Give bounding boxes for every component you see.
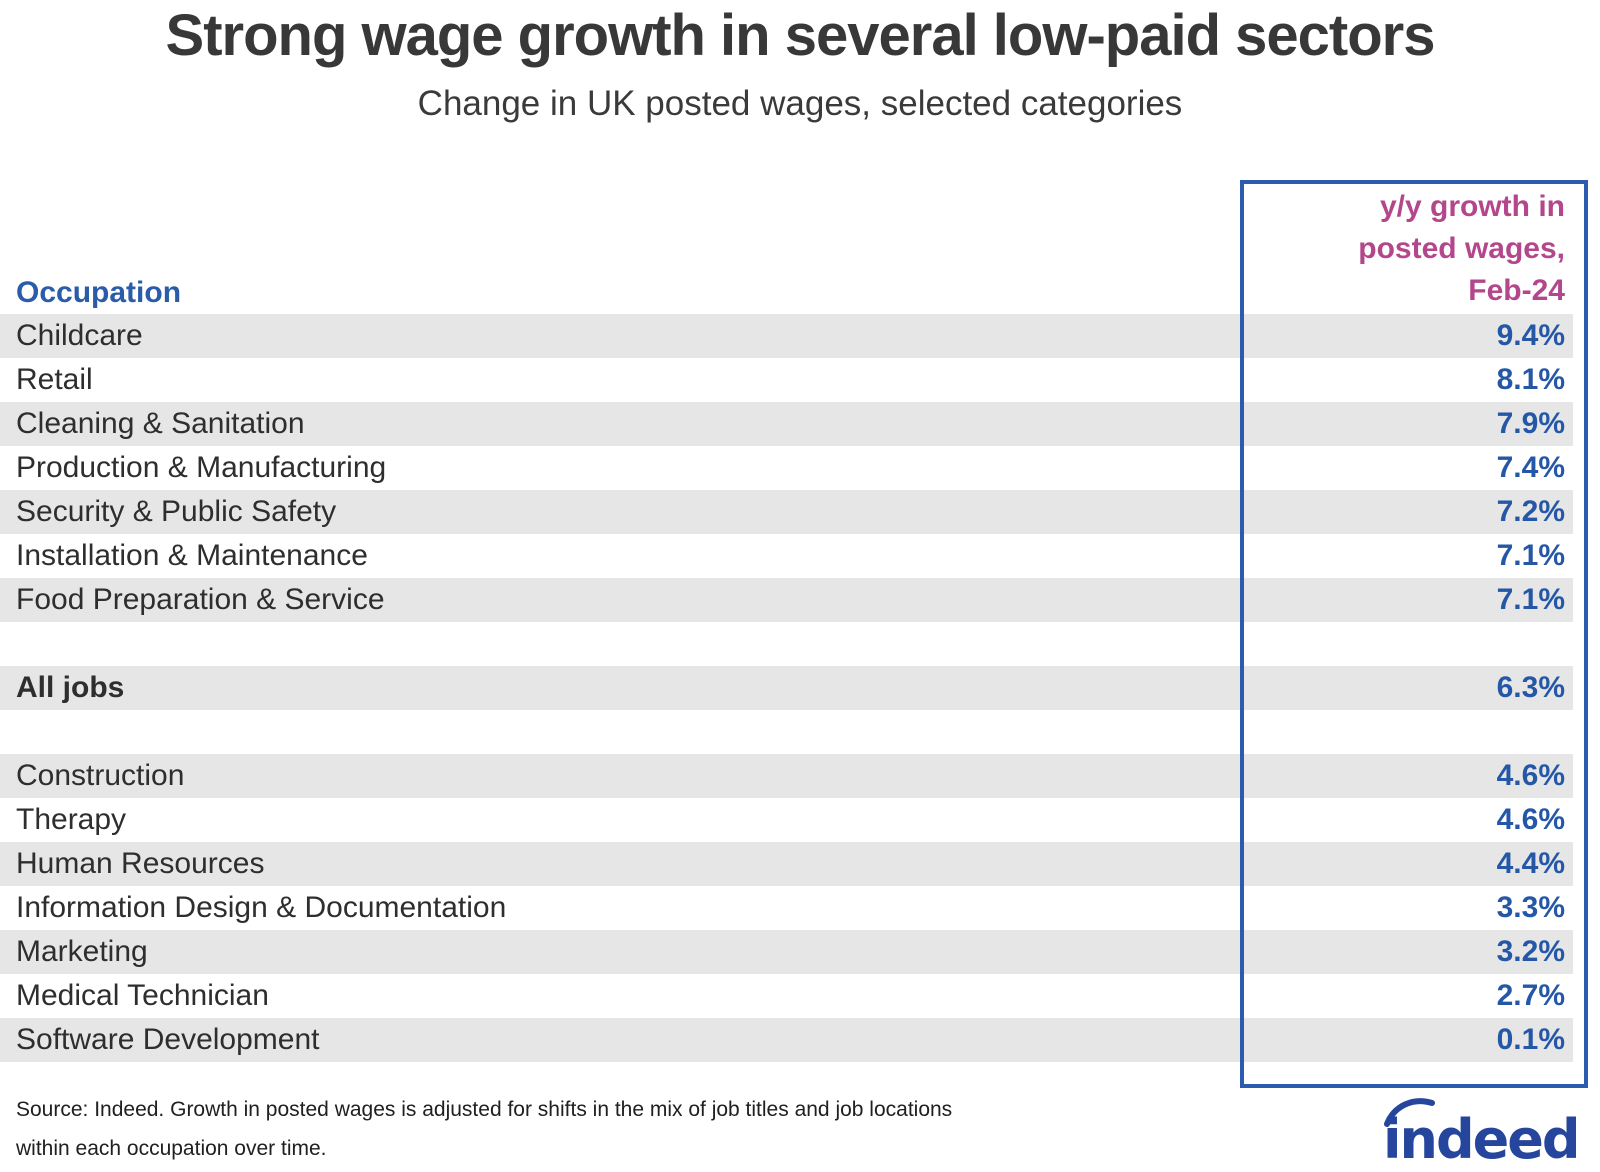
table-row: Food Preparation & Service 7.1% xyxy=(0,578,1573,622)
growth-value: 4.6% xyxy=(1496,759,1565,792)
indeed-logo-text: indeed xyxy=(1383,1108,1579,1168)
table-row: Construction 4.6% xyxy=(0,754,1573,798)
value-column-header-line: posted wages, xyxy=(1358,232,1565,265)
growth-value: 7.2% xyxy=(1496,495,1565,528)
source-note: Source: Indeed. Growth in posted wages i… xyxy=(16,1090,952,1168)
table-row: Information Design & Documentation 3.3% xyxy=(0,886,1573,930)
occupation-column-header: Occupation xyxy=(16,276,182,309)
table-row: Childcare 9.4% xyxy=(0,314,1573,358)
spacer-row xyxy=(0,622,1573,666)
table-row: Production & Manufacturing 7.4% xyxy=(0,446,1573,490)
occupation-label: Food Preparation & Service xyxy=(16,583,385,616)
table-row: Retail 8.1% xyxy=(0,358,1573,402)
table-row: Installation & Maintenance 7.1% xyxy=(0,534,1573,578)
growth-value: 7.4% xyxy=(1496,451,1565,484)
occupation-label: Childcare xyxy=(16,319,143,352)
growth-value: 4.4% xyxy=(1496,847,1565,880)
occupation-label: Software Development xyxy=(16,1023,320,1056)
indeed-logo: indeed xyxy=(1383,1098,1581,1168)
table-row: Human Resources 4.4% xyxy=(0,842,1573,886)
value-column-header: y/y growth in posted wages, Feb-24 xyxy=(1358,186,1565,312)
table-row: Medical Technician 2.7% xyxy=(0,974,1573,1018)
growth-value: 7.1% xyxy=(1496,583,1565,616)
value-column-header-line: y/y growth in xyxy=(1379,190,1565,223)
growth-value: 8.1% xyxy=(1496,363,1565,396)
chart-title: Strong wage growth in several low-paid s… xyxy=(165,3,1436,68)
table-row: Security & Public Safety 7.2% xyxy=(0,490,1573,534)
occupation-label: All jobs xyxy=(16,671,125,704)
growth-value: 2.7% xyxy=(1496,979,1565,1012)
chart-subtitle: Change in UK posted wages, selected cate… xyxy=(417,84,1183,123)
indeed-logo-swoosh-icon xyxy=(1384,1098,1435,1127)
occupation-label: Medical Technician xyxy=(16,979,269,1012)
growth-value: 6.3% xyxy=(1496,671,1565,704)
occupation-label: Marketing xyxy=(16,935,148,968)
growth-value: 0.1% xyxy=(1496,1023,1565,1056)
table-row: Software Development 0.1% xyxy=(0,1018,1573,1062)
table-row: Cleaning & Sanitation 7.9% xyxy=(0,402,1573,446)
occupation-label: Information Design & Documentation xyxy=(16,891,507,924)
table-row-all-jobs: All jobs 6.3% xyxy=(0,666,1573,710)
growth-value: 4.6% xyxy=(1496,803,1565,836)
growth-value: 3.3% xyxy=(1496,891,1565,924)
occupation-label: Cleaning & Sanitation xyxy=(16,407,305,440)
occupation-label: Therapy xyxy=(16,803,127,836)
occupation-label: Human Resources xyxy=(16,847,265,880)
source-note-line: within each occupation over time. xyxy=(16,1137,327,1160)
source-note-line: Source: Indeed. Growth in posted wages i… xyxy=(16,1098,953,1121)
occupation-label: Production & Manufacturing xyxy=(16,451,387,484)
spacer-row xyxy=(0,710,1573,754)
growth-value: 7.1% xyxy=(1496,539,1565,572)
table-row: Therapy 4.6% xyxy=(0,798,1573,842)
occupation-label: Installation & Maintenance xyxy=(16,539,368,572)
value-column-header-line: Feb-24 xyxy=(1468,274,1565,307)
table-row: Marketing 3.2% xyxy=(0,930,1573,974)
occupation-label: Construction xyxy=(16,759,185,792)
wage-growth-table: Childcare 9.4% Retail 8.1% Cleaning & Sa… xyxy=(0,314,1573,1062)
growth-value: 7.9% xyxy=(1496,407,1565,440)
occupation-label: Security & Public Safety xyxy=(16,495,337,528)
growth-value: 3.2% xyxy=(1496,935,1565,968)
occupation-label: Retail xyxy=(16,363,93,396)
growth-value: 9.4% xyxy=(1496,319,1565,352)
